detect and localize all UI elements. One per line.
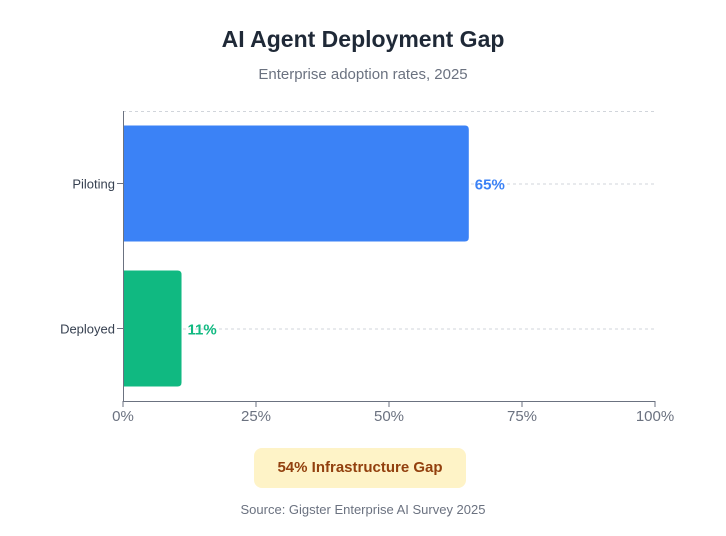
value-label-deployed: 11% [188,322,217,339]
bar-piloting [123,125,469,242]
x-tick-label-50: 50% [374,408,404,425]
infrastructure-gap-badge: 54% Infrastructure Gap [254,448,466,488]
source-note: Source: Gigster Enterprise AI Survey 202… [240,502,486,517]
chart-subtitle: Enterprise adoption rates, 2025 [258,66,468,83]
x-tick-label-0: 0% [112,408,134,425]
x-tick-label-25: 25% [241,408,271,425]
x-tick-label-100: 100% [636,408,674,425]
bar-deployed [123,270,182,387]
chart-title: AI Agent Deployment Gap [221,26,505,52]
y-tick-label-deployed: Deployed [60,322,115,337]
value-label-piloting: 65% [475,177,505,194]
x-tick-label-75: 75% [507,408,537,425]
y-tick-label-piloting: Piloting [72,177,115,192]
bar-chart: 65% Piloting 11% Deployed 0% 25% 50% 75% 100% [60,111,674,425]
